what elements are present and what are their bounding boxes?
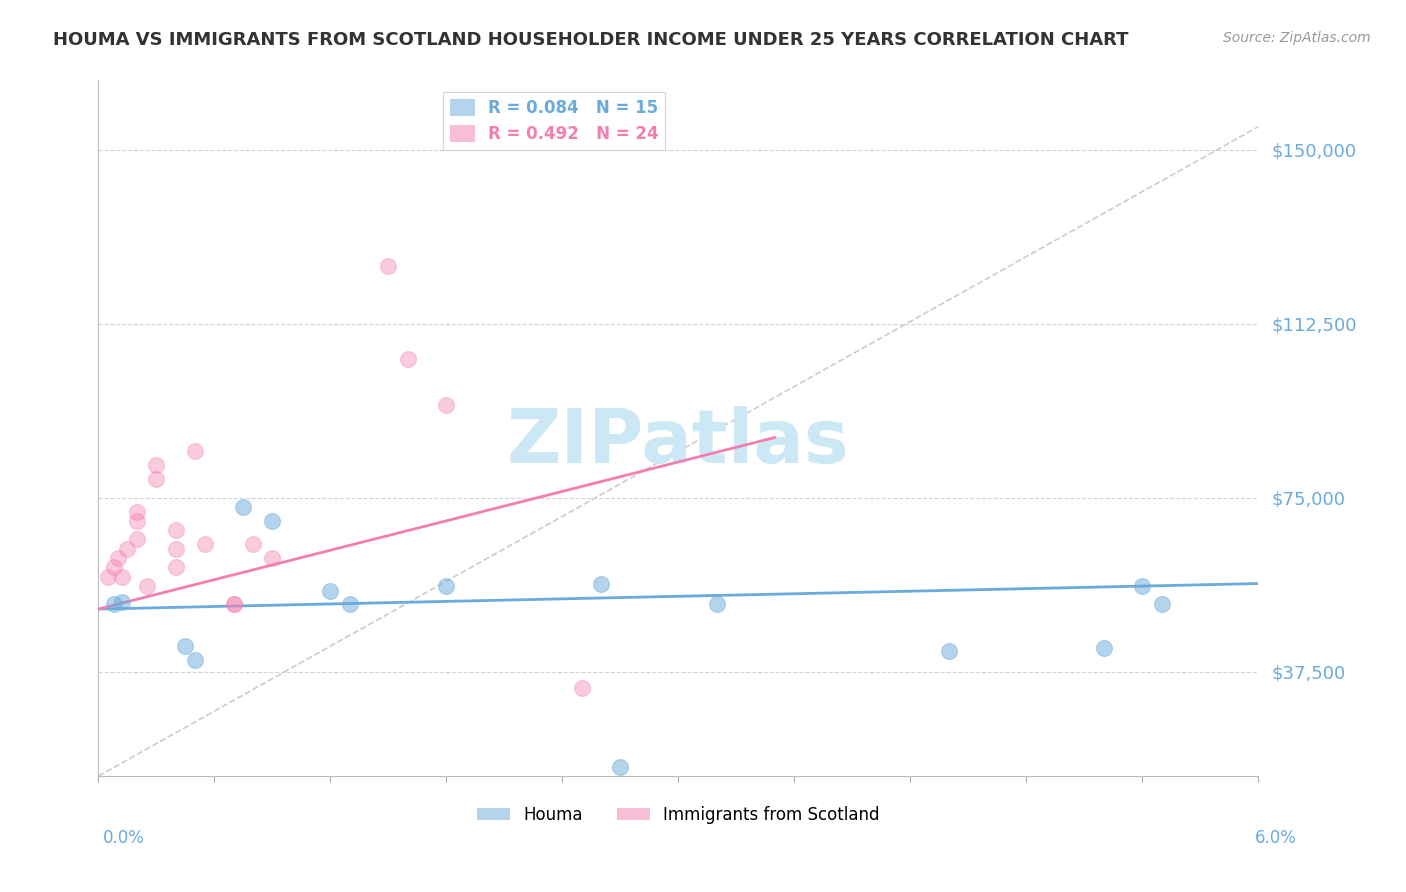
Point	[319, 583, 342, 598]
Text: Source: ZipAtlas.com: Source: ZipAtlas.com	[1223, 31, 1371, 45]
Point	[127, 533, 149, 547]
Point	[609, 760, 631, 774]
Point	[242, 537, 264, 551]
Point	[377, 259, 399, 273]
Legend: R = 0.084   N = 15, R = 0.492   N = 24: R = 0.084 N = 15, R = 0.492 N = 24	[443, 92, 665, 150]
Point	[117, 541, 139, 556]
Point	[103, 560, 125, 574]
Point	[262, 514, 284, 528]
Point	[174, 639, 197, 653]
Point	[591, 576, 613, 591]
Text: 6.0%: 6.0%	[1254, 829, 1296, 847]
Point	[938, 644, 960, 658]
Point	[1132, 579, 1154, 593]
Point	[232, 500, 254, 514]
Text: 0.0%: 0.0%	[103, 829, 145, 847]
Point	[145, 458, 167, 473]
Point	[127, 514, 149, 528]
Point	[165, 560, 187, 574]
Point	[222, 598, 245, 612]
Point	[107, 551, 129, 566]
Point	[184, 653, 207, 667]
Point	[396, 351, 419, 366]
Point	[194, 537, 217, 551]
Point	[135, 579, 157, 593]
Point	[145, 472, 167, 486]
Point	[127, 505, 149, 519]
Point	[165, 523, 187, 537]
Point	[1092, 641, 1115, 656]
Point	[222, 598, 245, 612]
Point	[436, 398, 458, 412]
Point	[103, 598, 125, 612]
Point	[436, 579, 458, 593]
Point	[571, 681, 593, 695]
Point	[184, 444, 207, 458]
Text: ZIPatlas: ZIPatlas	[508, 406, 849, 479]
Point	[111, 569, 132, 583]
Point	[165, 541, 187, 556]
Point	[1150, 598, 1173, 612]
Point	[97, 569, 120, 583]
Text: HOUMA VS IMMIGRANTS FROM SCOTLAND HOUSEHOLDER INCOME UNDER 25 YEARS CORRELATION : HOUMA VS IMMIGRANTS FROM SCOTLAND HOUSEH…	[53, 31, 1129, 49]
Point	[339, 598, 361, 612]
Point	[111, 595, 132, 609]
Point	[262, 551, 284, 566]
Point	[706, 598, 728, 612]
